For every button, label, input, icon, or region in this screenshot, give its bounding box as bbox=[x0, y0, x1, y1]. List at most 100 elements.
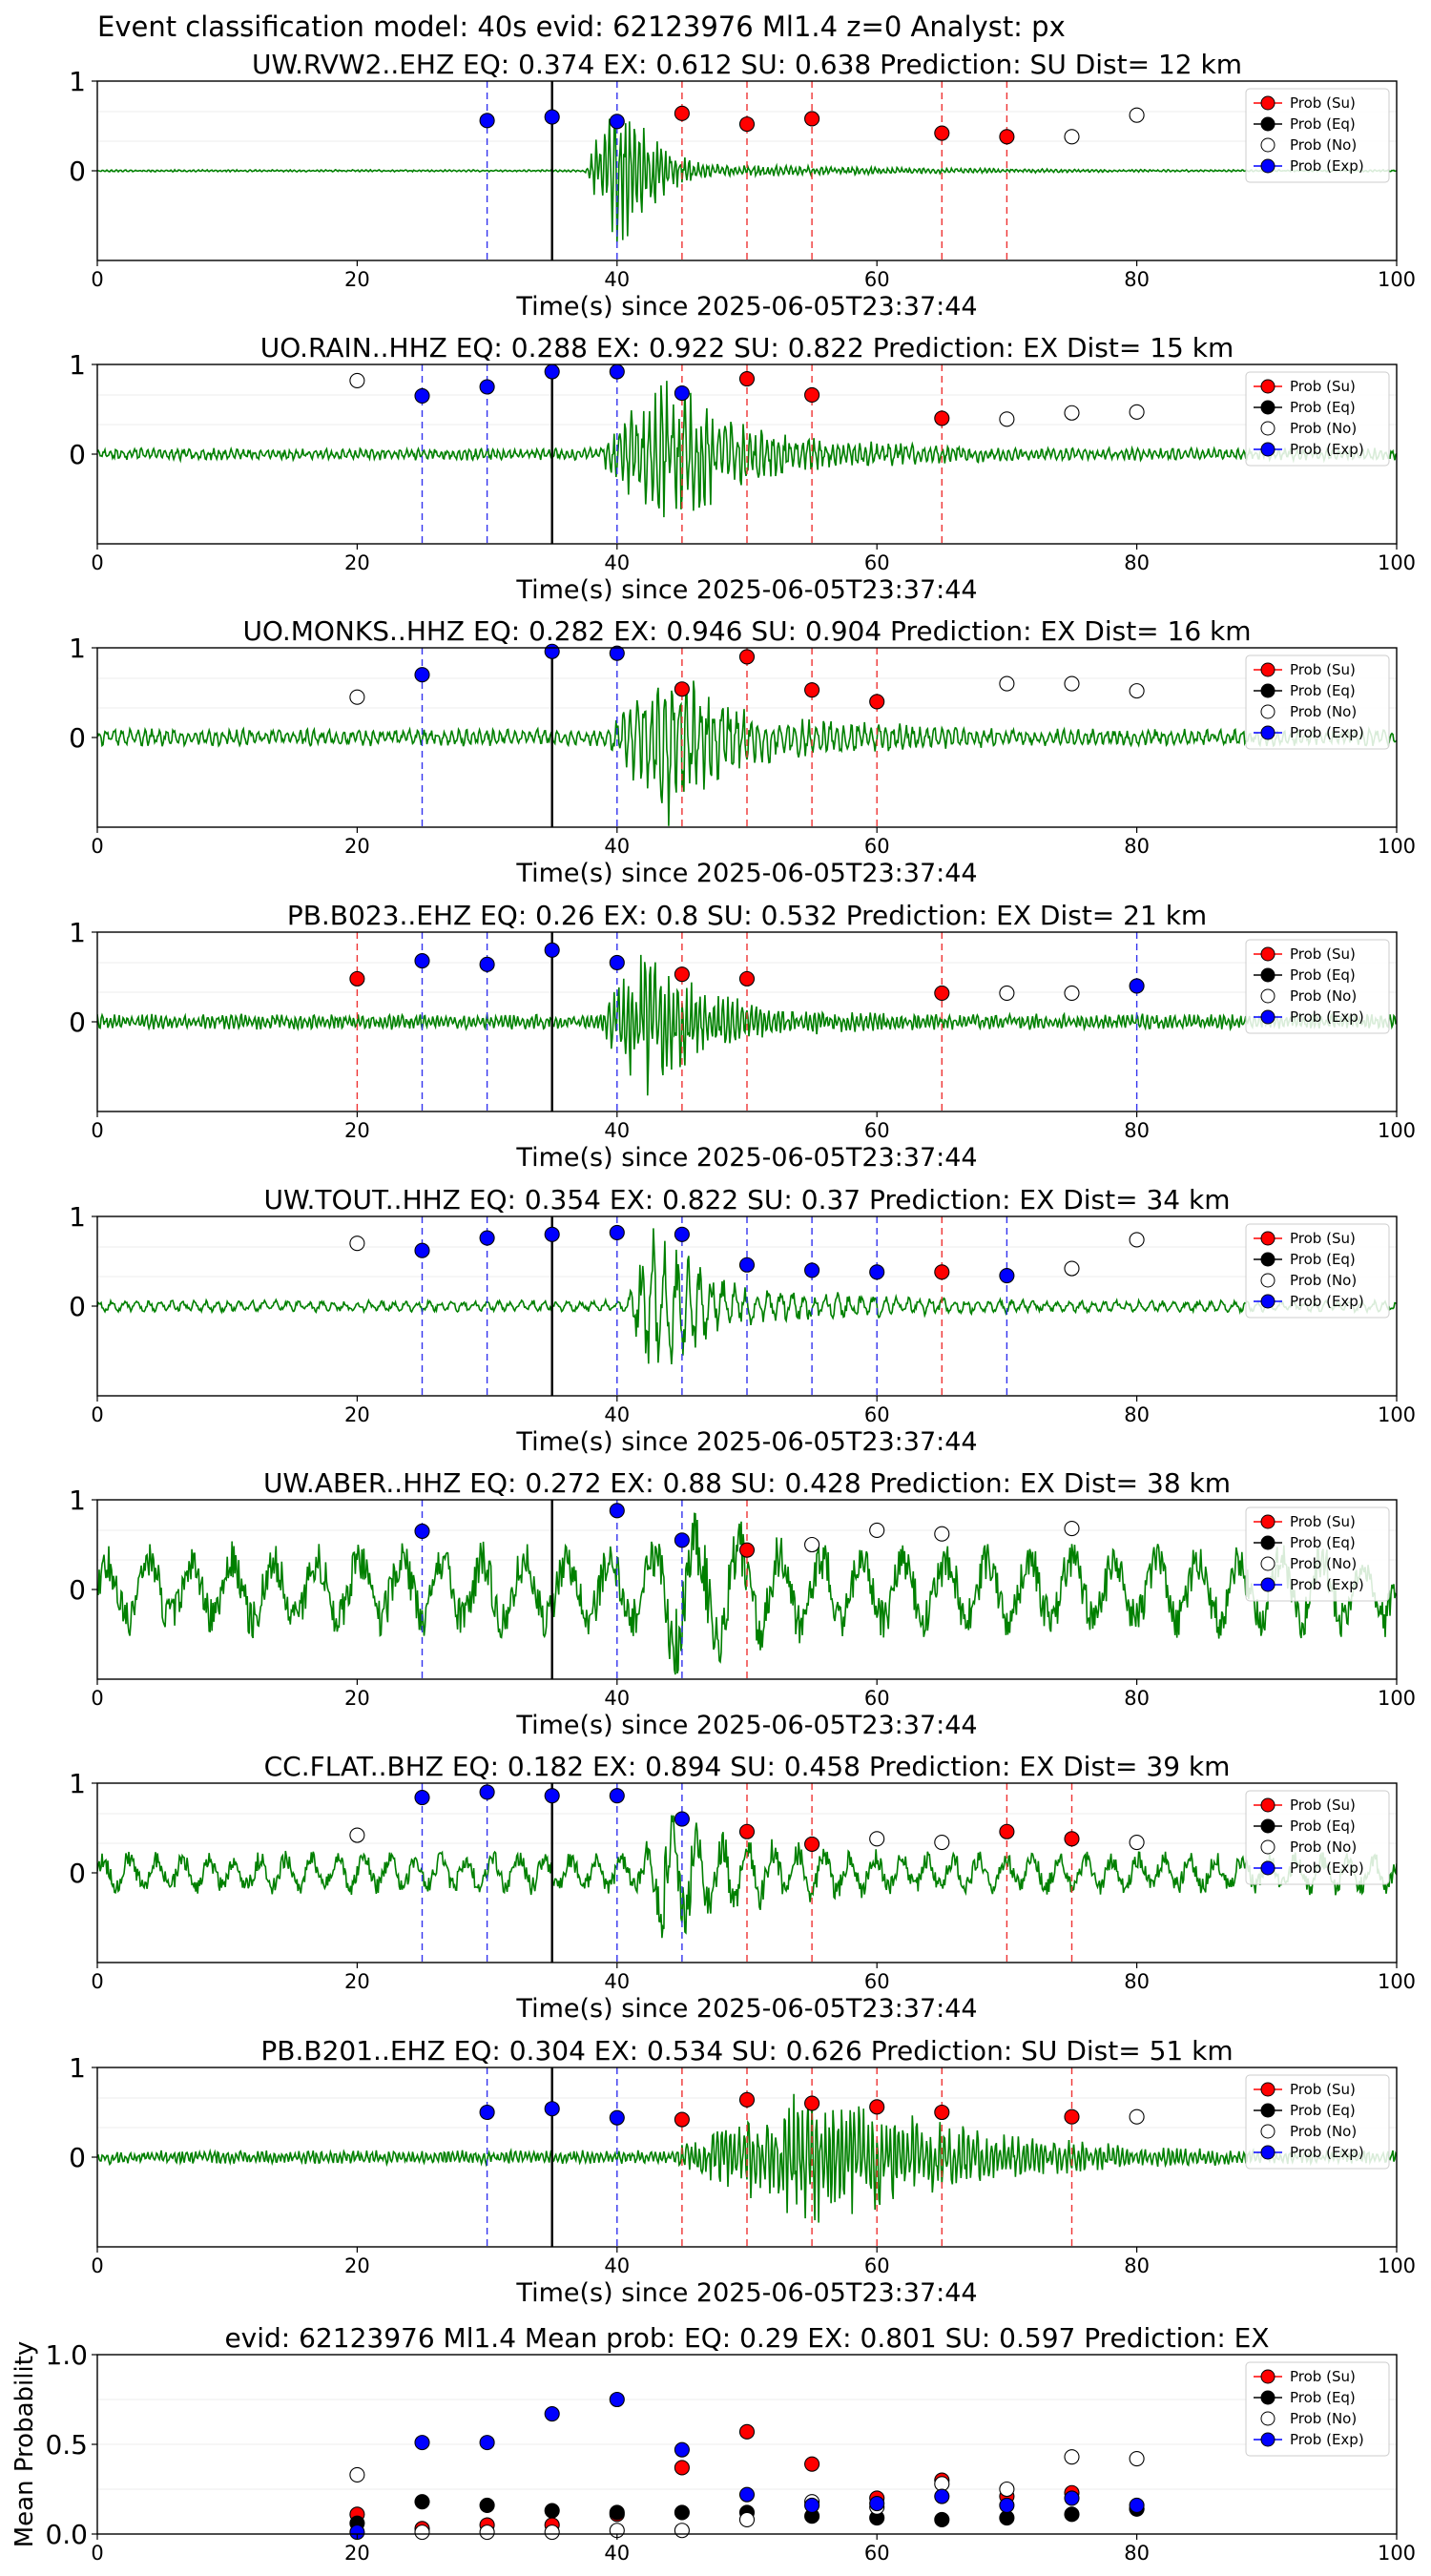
x-tick-label: 100 bbox=[1378, 835, 1416, 858]
legend-marker-exp bbox=[1260, 2145, 1275, 2160]
x-tick-label: 40 bbox=[604, 1403, 630, 1426]
y-tick-label: 0 bbox=[69, 1007, 86, 1038]
prob-marker-eq bbox=[414, 2494, 430, 2510]
prob-marker-su bbox=[934, 1264, 950, 1280]
legend-box bbox=[1245, 654, 1390, 750]
x-tick-label: 0 bbox=[91, 1403, 103, 1426]
legend-label-eq: Prob (Eq) bbox=[1290, 115, 1356, 133]
prob-marker-eq bbox=[934, 2511, 950, 2528]
x-tick-label: 100 bbox=[1378, 551, 1416, 574]
legend-label-eq: Prob (Eq) bbox=[1290, 1534, 1356, 1551]
legend-marker-su bbox=[1260, 946, 1275, 962]
prob-marker-exp bbox=[674, 2441, 690, 2458]
legend-marker-no bbox=[1260, 2124, 1275, 2139]
prob-marker-eq bbox=[674, 2504, 690, 2521]
prob-marker-su bbox=[738, 116, 756, 133]
legend-label-eq: Prob (Eq) bbox=[1290, 2389, 1356, 2406]
y-tick-label: 0 bbox=[69, 1858, 86, 1889]
x-tick-label: 20 bbox=[344, 1970, 370, 1993]
prob-marker-exp bbox=[414, 667, 430, 683]
prob-marker-su bbox=[674, 105, 690, 121]
panel-title: UW.TOUT..HHZ EQ: 0.354 EX: 0.822 SU: 0.3… bbox=[263, 1184, 1230, 1215]
x-tick-label: 40 bbox=[604, 2542, 630, 2565]
prob-marker-su bbox=[934, 985, 950, 1001]
panel-title: CC.FLAT..BHZ EQ: 0.182 EX: 0.894 SU: 0.4… bbox=[264, 1751, 1231, 1782]
y-tick-label: 0 bbox=[69, 1574, 86, 1606]
panel-title: evid: 62123976 Ml1.4 Mean prob: EQ: 0.29… bbox=[224, 2322, 1269, 2354]
y-tick-label: 1 bbox=[69, 1201, 86, 1233]
x-tick-label: 100 bbox=[1378, 2254, 1416, 2277]
prob-marker-su bbox=[869, 694, 885, 710]
legend-box bbox=[1245, 371, 1390, 467]
x-tick-label: 100 bbox=[1378, 1119, 1416, 1142]
prob-marker-exp bbox=[544, 942, 560, 958]
legend-label-no: Prob (No) bbox=[1290, 2410, 1357, 2427]
legend-box bbox=[1245, 1790, 1390, 1885]
prob-marker-exp bbox=[609, 2109, 625, 2126]
y-tick-label: 0.5 bbox=[45, 2429, 88, 2461]
prob-marker-exp bbox=[544, 2101, 560, 2117]
station-panel-4: PB.B023..EHZ EQ: 0.26 EX: 0.8 SU: 0.532 … bbox=[69, 900, 1416, 1173]
legend-box bbox=[1245, 88, 1390, 183]
prob-marker-su bbox=[738, 1542, 756, 1558]
prob-marker-su bbox=[999, 129, 1015, 145]
prob-marker-exp bbox=[609, 1788, 625, 1804]
prob-marker-exp bbox=[1129, 978, 1145, 994]
prob-marker-su bbox=[738, 370, 756, 387]
prob-marker-no bbox=[934, 1834, 950, 1851]
legend-label-no: Prob (No) bbox=[1290, 420, 1357, 437]
prob-marker-no bbox=[804, 1536, 820, 1553]
legend-label-no: Prob (No) bbox=[1290, 703, 1357, 720]
legend-label-su: Prob (Su) bbox=[1290, 2368, 1356, 2385]
legend-marker-su bbox=[1260, 379, 1275, 394]
x-tick-label: 60 bbox=[864, 1403, 890, 1426]
x-tick-label: 40 bbox=[604, 1687, 630, 1710]
legend-label-su: Prob (Su) bbox=[1290, 378, 1356, 395]
legend-marker-su bbox=[1260, 2369, 1275, 2384]
x-tick-label: 80 bbox=[1124, 1119, 1150, 1142]
prob-marker-exp bbox=[934, 2488, 950, 2504]
legend-marker-exp bbox=[1260, 442, 1275, 457]
prob-marker-su bbox=[804, 2095, 820, 2111]
prob-marker-no bbox=[1129, 404, 1145, 420]
y-tick-label: 1 bbox=[69, 349, 86, 381]
x-tick-label: 100 bbox=[1378, 1687, 1416, 1710]
y-tick-label: 0 bbox=[69, 439, 86, 470]
prob-marker-su bbox=[804, 111, 820, 127]
x-tick-label: 0 bbox=[91, 1119, 103, 1142]
legend-label-su: Prob (Su) bbox=[1290, 1797, 1356, 1814]
prob-marker-no bbox=[1129, 2109, 1145, 2125]
y-tick-label: 1 bbox=[69, 917, 86, 948]
prob-marker-exp bbox=[544, 1226, 560, 1242]
prob-marker-exp bbox=[479, 2104, 495, 2121]
prob-marker-no bbox=[999, 411, 1015, 427]
prob-marker-su bbox=[738, 1823, 756, 1839]
prob-marker-su bbox=[934, 2104, 950, 2121]
y-tick-label: 0 bbox=[69, 2142, 86, 2173]
legend-marker-exp bbox=[1260, 2432, 1275, 2447]
prob-marker-su bbox=[674, 2460, 690, 2476]
prob-marker-exp bbox=[479, 1230, 495, 1246]
prob-marker-no bbox=[349, 1236, 365, 1252]
plot-area bbox=[97, 1783, 1397, 1963]
plot-area bbox=[97, 1216, 1397, 1396]
station-panel-2: UO.RAIN..HHZ EQ: 0.288 EX: 0.922 SU: 0.8… bbox=[69, 332, 1416, 605]
x-axis-label: Time(s) since 2025-06-05T23:37:44 bbox=[515, 575, 977, 605]
prob-marker-exp bbox=[544, 109, 560, 125]
prob-marker-su bbox=[738, 970, 756, 987]
legend-label-su: Prob (Su) bbox=[1290, 1230, 1356, 1247]
x-tick-label: 20 bbox=[344, 2542, 370, 2565]
legend-marker-no bbox=[1260, 421, 1275, 436]
legend-label-exp: Prob (Exp) bbox=[1290, 441, 1364, 458]
legend-label-su: Prob (Su) bbox=[1290, 945, 1356, 963]
prob-marker-su bbox=[1064, 2109, 1080, 2125]
legend-marker-eq bbox=[1260, 116, 1275, 132]
y-tick-label: 1 bbox=[69, 2052, 86, 2084]
legend-label-no: Prob (No) bbox=[1290, 1839, 1357, 1856]
prob-marker-su bbox=[804, 386, 820, 404]
legend-box bbox=[1245, 2074, 1390, 2170]
prob-marker-exp bbox=[414, 1523, 430, 1539]
x-tick-label: 0 bbox=[91, 835, 103, 858]
prob-marker-no bbox=[674, 2523, 690, 2539]
